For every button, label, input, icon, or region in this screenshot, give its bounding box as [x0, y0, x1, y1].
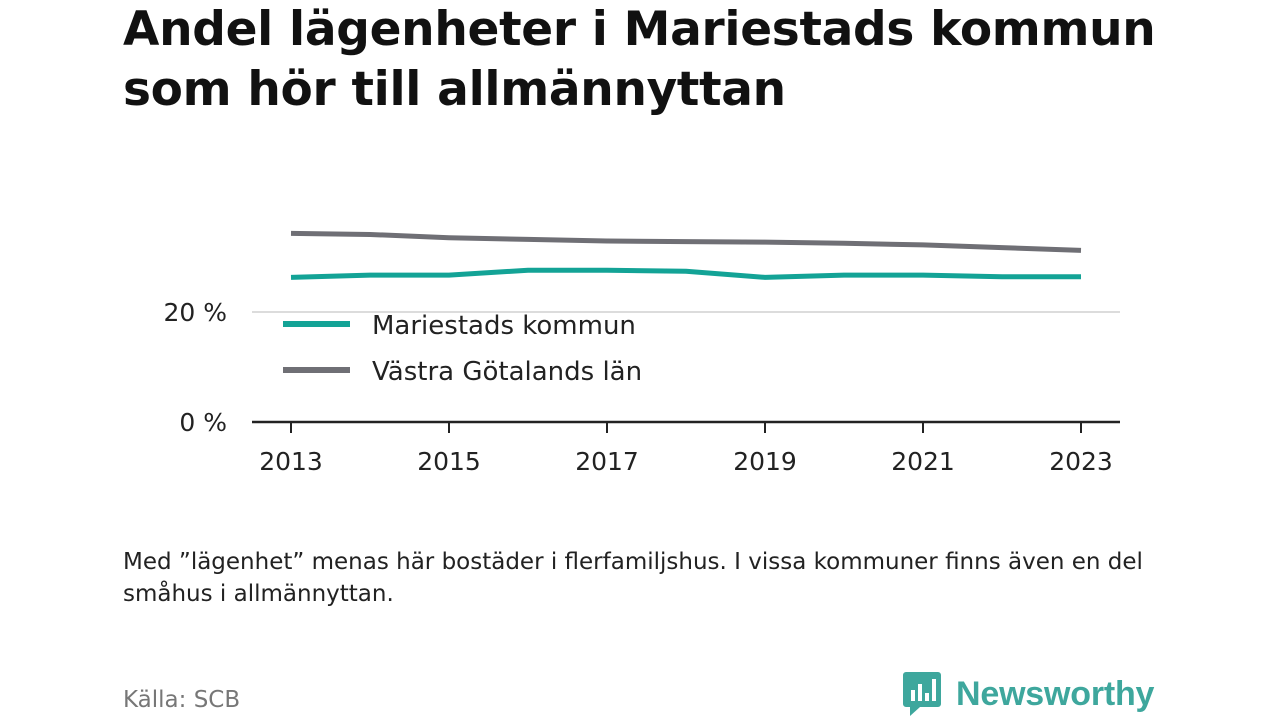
- x-tick-label: 2019: [733, 447, 797, 476]
- x-tick-label: 2023: [1049, 447, 1113, 476]
- x-tick-label: 2013: [259, 447, 323, 476]
- y-tick-label: 20 %: [163, 298, 227, 327]
- legend-label: Mariestads kommun: [372, 311, 636, 341]
- line-chart: 0 % 20 % 2013 2015 2017 2019 2021 2023 Mariesta…: [163, 230, 1120, 476]
- axes: 0 % 20 % 2013 2015 2017 2019 2021 2023: [163, 298, 1120, 476]
- newsworthy-logo: Newsworthy: [902, 670, 1154, 718]
- x-tick-label: 2015: [417, 447, 481, 476]
- legend-label: Västra Götalands län: [372, 357, 642, 387]
- legend: Mariestads kommun Västra Götalands län: [283, 311, 642, 387]
- chart-title: Andel lägenheter i Mariestads kommun som…: [123, 2, 1156, 117]
- newsworthy-chat-bars-icon: [903, 672, 941, 716]
- series-lines: [290, 230, 1082, 280]
- chart-note: Med ”lägenhet” menas här bostäder i fler…: [123, 549, 1143, 607]
- x-tick-label: 2017: [575, 447, 639, 476]
- x-tick-label: 2021: [891, 447, 955, 476]
- logo-text: Newsworthy: [956, 674, 1155, 713]
- series-line-1: [290, 230, 1082, 253]
- series-line-0: [290, 267, 1081, 280]
- source-text: Källa: SCB: [123, 687, 241, 713]
- y-tick-label: 0 %: [179, 408, 227, 437]
